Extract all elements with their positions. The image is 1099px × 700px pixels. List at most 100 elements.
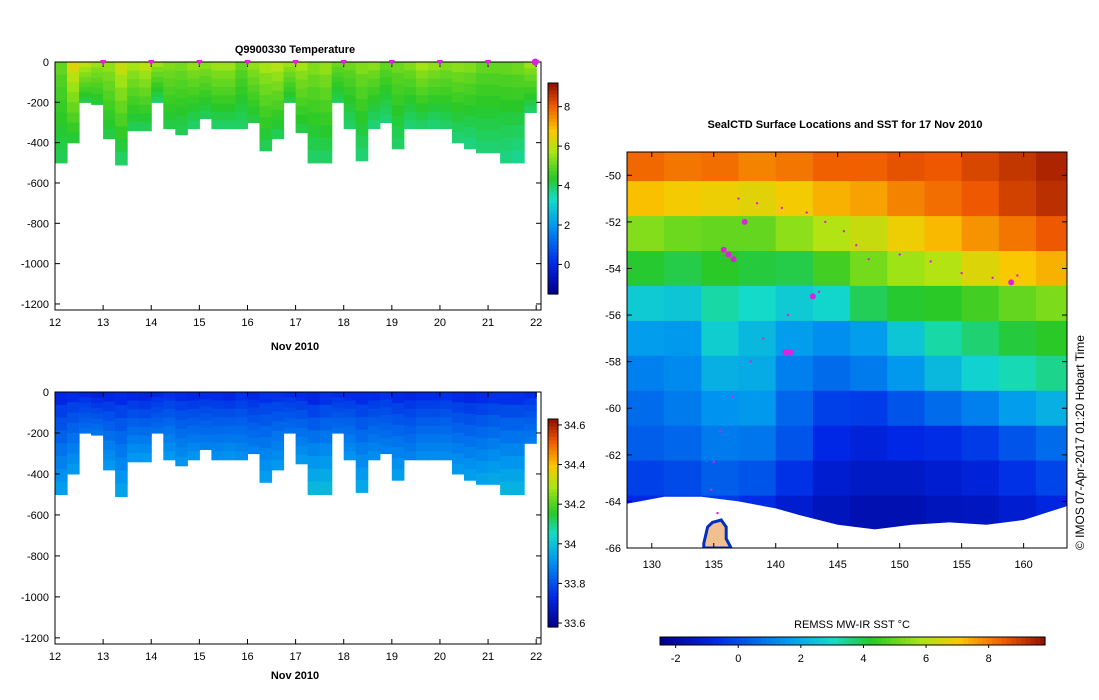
profile-cell	[67, 82, 80, 93]
profile-cell	[403, 103, 417, 113]
profile-cell	[115, 457, 128, 471]
colorbar-segment	[548, 429, 558, 434]
sst-cell	[627, 320, 665, 357]
profile-cell	[440, 417, 453, 427]
profile-cell	[464, 94, 477, 106]
sst-cell	[1036, 181, 1067, 217]
lat-tick-label: -60	[605, 403, 621, 415]
profile-cell	[488, 73, 501, 86]
profile-cell	[355, 74, 369, 88]
profile-cell	[79, 392, 92, 398]
profile-cell	[79, 82, 92, 88]
sst-colorbar-title: REMSS MW-IR SST °C	[794, 619, 910, 631]
colorbar-segment	[548, 153, 558, 158]
y-tick-label: -200	[27, 428, 49, 440]
profile-cell	[91, 413, 104, 420]
profile-cell	[55, 87, 68, 101]
profile-cell	[391, 94, 405, 106]
antarctic-coast	[702, 518, 733, 548]
profile-cell	[79, 67, 92, 73]
profile-cell	[319, 62, 333, 76]
profile-cell	[415, 400, 429, 410]
profile-cell	[55, 481, 68, 495]
x-tick-label: 20	[434, 651, 446, 663]
colorbar-segment	[987, 637, 993, 645]
profile-cell	[403, 95, 417, 105]
sst-cell	[998, 460, 1037, 497]
profile-cell	[512, 404, 525, 419]
profile-cell	[127, 87, 140, 97]
colorbar-segment	[548, 602, 558, 607]
profile-cell	[283, 407, 297, 414]
profile-cell	[187, 62, 200, 71]
profile-cell	[343, 434, 357, 444]
track-point	[786, 313, 790, 317]
profile-cell	[259, 62, 273, 74]
colorbar-segment	[919, 637, 926, 645]
salinity-section-plot	[55, 392, 537, 498]
profile-cell	[163, 62, 176, 71]
profile-cell	[343, 451, 357, 461]
colorbar-segment	[905, 637, 911, 645]
profile-cell	[91, 67, 104, 74]
track-point	[1016, 274, 1019, 277]
profile-cell	[391, 436, 405, 448]
temperature-section-plot	[55, 62, 537, 166]
colorbar-segment	[799, 637, 805, 645]
profile-cell	[403, 78, 417, 88]
colorbar-segment	[548, 248, 558, 253]
profile-cell	[367, 103, 381, 113]
profile-cell	[500, 481, 513, 495]
colorbar-segment	[948, 637, 955, 645]
profile-cell	[452, 392, 465, 403]
profile-cell	[103, 71, 116, 82]
colorbar-segment	[548, 595, 558, 600]
profile-cell	[319, 417, 333, 431]
colorbar-tick-label: 2	[564, 220, 570, 232]
profile-cell	[67, 92, 80, 103]
profile-cell	[440, 103, 453, 113]
profile-cell	[103, 90, 116, 101]
profile-cell	[391, 392, 405, 404]
colorbar-segment	[548, 519, 558, 524]
profile-cell	[512, 430, 525, 444]
profile-cell	[391, 62, 405, 74]
colorbar-segment	[895, 637, 902, 645]
profile-cell	[139, 409, 152, 419]
x-tick-label: 20	[434, 317, 446, 329]
profile-cell	[91, 72, 104, 79]
profile-cell	[403, 111, 417, 121]
colorbar-segment	[548, 234, 558, 239]
profile-cell	[259, 448, 273, 461]
sst-cell	[850, 425, 888, 462]
profile-cell	[440, 87, 453, 96]
sst-cell	[998, 216, 1037, 252]
profile-cell	[452, 402, 465, 413]
sst-cell	[887, 152, 926, 182]
profile-cell	[464, 392, 477, 404]
sst-cell	[961, 460, 1000, 497]
profile-cell	[235, 111, 248, 121]
profile-cell	[307, 62, 321, 76]
colorbar-segment	[968, 637, 974, 645]
profile-cell	[283, 72, 297, 78]
sst-cell	[924, 216, 963, 252]
profile-cell	[355, 404, 369, 418]
sst-cell	[701, 181, 740, 217]
profile-cell	[247, 399, 261, 408]
sst-cell	[775, 320, 814, 357]
colorbar-segment	[548, 575, 558, 580]
profile-cell	[452, 453, 465, 465]
profile-cell	[55, 137, 68, 151]
profile-cell	[452, 132, 465, 144]
profile-cell	[223, 434, 236, 444]
profile-cell	[415, 434, 429, 444]
profile-cell	[476, 449, 489, 462]
colorbar-segment	[548, 439, 558, 444]
profile-cell	[175, 80, 188, 90]
profile-cell	[163, 111, 176, 121]
colorbar-segment	[548, 128, 558, 133]
colorbar-tick-label: 34	[564, 539, 576, 551]
profile-cell	[524, 74, 537, 82]
track-point	[867, 258, 870, 261]
